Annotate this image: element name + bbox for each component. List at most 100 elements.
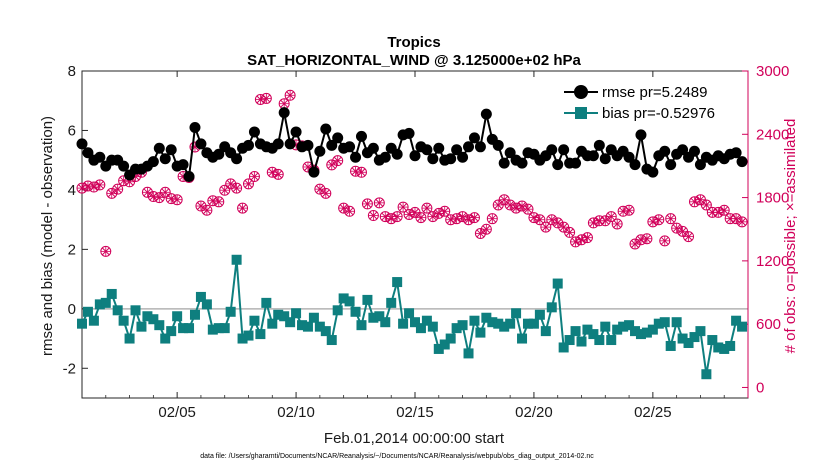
legend-box	[558, 80, 744, 128]
bias-point	[588, 329, 599, 340]
bias-point	[302, 321, 313, 332]
bias-point	[308, 312, 319, 323]
bias-point	[344, 296, 355, 307]
bias-point	[118, 315, 129, 326]
rmse-point	[177, 159, 189, 171]
rmse-point	[629, 159, 641, 171]
y-right-tick-label: 3000	[756, 63, 789, 80]
rmse-point	[468, 132, 480, 144]
rmse-point	[332, 132, 344, 144]
rmse-point	[391, 148, 403, 160]
y-right-tick-label: 600	[756, 316, 781, 333]
bias-point	[172, 311, 183, 322]
bias-point	[130, 305, 141, 316]
rmse-point	[677, 144, 689, 156]
bias-point	[320, 326, 331, 337]
bias-point	[546, 302, 557, 313]
bias-point	[291, 308, 302, 319]
x-tick-label: 02/05	[158, 404, 196, 421]
chart-subtitle: SAT_HORIZONTAL_WIND @ 3.125000e+02 hPa	[247, 52, 581, 69]
rmse-point	[147, 156, 159, 168]
rmse-point	[243, 139, 254, 151]
rmse-point	[183, 171, 195, 183]
bias-point	[279, 311, 290, 322]
legend-rmse-marker	[574, 85, 588, 99]
chart-title: Tropics	[387, 34, 440, 51]
bias-point	[106, 288, 117, 299]
bias-point	[540, 326, 551, 337]
bias-point	[564, 335, 575, 346]
bias-point	[439, 339, 450, 350]
bias-point	[517, 333, 528, 344]
y-right-tick-label: 1200	[756, 253, 789, 270]
bias-point	[404, 308, 415, 319]
bias-point	[195, 291, 206, 302]
bias-point	[534, 309, 545, 320]
bias-point	[148, 314, 159, 325]
bias-point	[552, 278, 563, 289]
rmse-point	[165, 144, 177, 156]
rmse-point	[421, 144, 433, 156]
bias-point	[725, 340, 736, 351]
rmse-point	[153, 142, 165, 154]
rmse-point	[76, 138, 88, 150]
rmse-point	[231, 153, 243, 165]
rmse-point	[248, 126, 260, 138]
y-axis-right-label: # of obs: o=possible; ×=assimilated	[782, 119, 799, 354]
bias-point	[350, 306, 361, 317]
bias-point	[285, 317, 296, 328]
rmse-point	[688, 145, 700, 157]
bias-point	[707, 335, 718, 346]
y-left-tick-label: -2	[63, 360, 76, 377]
rmse-point	[445, 153, 457, 165]
rmse-point	[730, 147, 742, 159]
y-left-tick-label: 0	[68, 301, 76, 318]
bias-point	[731, 315, 742, 326]
rmse-point	[451, 144, 463, 156]
y-left-tick-label: 4	[68, 182, 76, 199]
rmse-point	[498, 157, 510, 169]
bias-point	[594, 335, 605, 346]
rmse-point	[314, 145, 326, 157]
rmse-point	[355, 130, 367, 142]
bias-point	[558, 342, 569, 353]
bias-point	[380, 317, 391, 328]
rmse-point	[558, 144, 570, 156]
rmse-point	[326, 139, 338, 151]
bias-point	[88, 315, 99, 326]
bias-point	[267, 318, 278, 329]
rmse-point	[504, 147, 516, 159]
x-tick-label: 02/20	[515, 404, 553, 421]
rmse-point	[457, 151, 469, 163]
bias-point	[695, 326, 706, 337]
bias-point	[160, 333, 171, 344]
bias-point	[249, 315, 260, 326]
bias-point	[154, 320, 165, 331]
legend-bias-marker	[575, 107, 587, 119]
bias-point	[77, 318, 87, 329]
rmse-point	[189, 121, 201, 133]
bias-point	[570, 326, 581, 337]
rmse-point	[480, 108, 492, 120]
x-axis-label: Feb.01,2014 00:00:00 start	[324, 430, 505, 447]
rmse-point	[290, 126, 302, 138]
rmse-point	[599, 153, 611, 165]
bias-point	[326, 335, 337, 346]
bias-point	[410, 317, 420, 328]
bias-point	[665, 340, 676, 351]
bias-point	[511, 308, 522, 319]
x-tick-label: 02/15	[396, 404, 434, 421]
bias-point	[421, 315, 432, 326]
rmse-point	[213, 148, 225, 160]
y-left-tick-label: 2	[68, 241, 76, 258]
rmse-point	[635, 129, 647, 141]
bias-point	[463, 348, 474, 359]
bias-point	[701, 369, 712, 380]
rmse-point	[409, 150, 421, 162]
bias-point	[231, 254, 242, 265]
plot-area: 02/05 02/10 02/15 02/20 02/25 -2 0 2 4 6 8 0 600 1200…	[63, 63, 790, 421]
bias-point	[600, 321, 611, 332]
rmse-point	[94, 151, 106, 163]
legend-rmse-label: rmse pr=5.2489	[602, 84, 707, 101]
